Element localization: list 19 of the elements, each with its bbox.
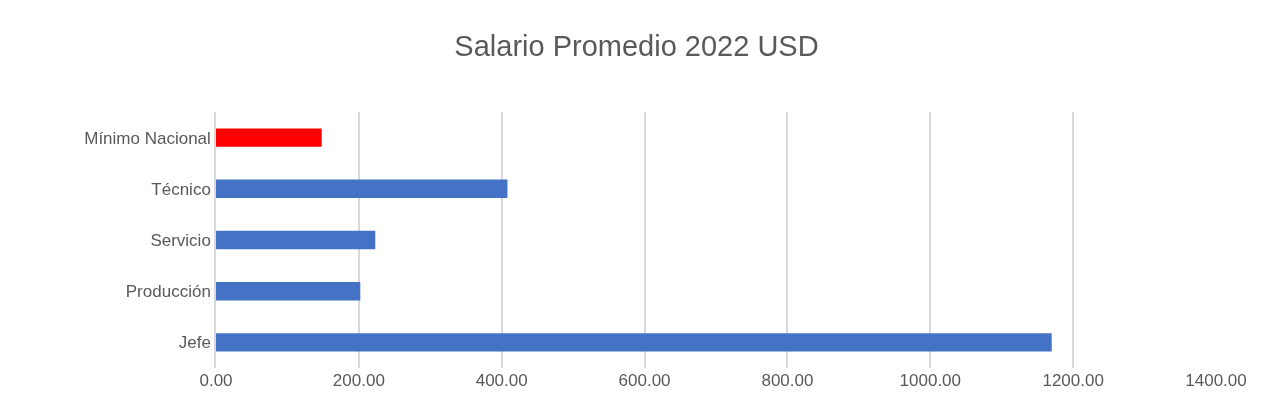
bar [216, 128, 322, 147]
y-tick-label: Mínimo Nacional [84, 128, 211, 148]
x-tick-label: 1200.00 [1042, 371, 1104, 390]
x-tick-label: 0.00 [199, 371, 233, 390]
bar [216, 230, 376, 250]
x-tick-label: 200.00 [332, 371, 385, 390]
x-tick-label: 800.00 [761, 371, 814, 390]
chart-title: Salario Promedio 2022 USD [454, 30, 819, 63]
bar [216, 179, 508, 199]
x-tick-label: 1000.00 [899, 371, 962, 390]
y-tick-label: Técnico [151, 179, 211, 199]
bar [216, 333, 1052, 352]
x-tick-label: 1400.00 [1185, 371, 1247, 390]
y-tick-label: Servicio [150, 230, 211, 250]
x-tick-label: 600.00 [618, 371, 671, 390]
bar [216, 281, 361, 301]
y-tick-label: Producción [125, 282, 211, 302]
x-tick-label: 400.00 [475, 371, 528, 390]
y-tick-label: Jefe [178, 333, 211, 353]
